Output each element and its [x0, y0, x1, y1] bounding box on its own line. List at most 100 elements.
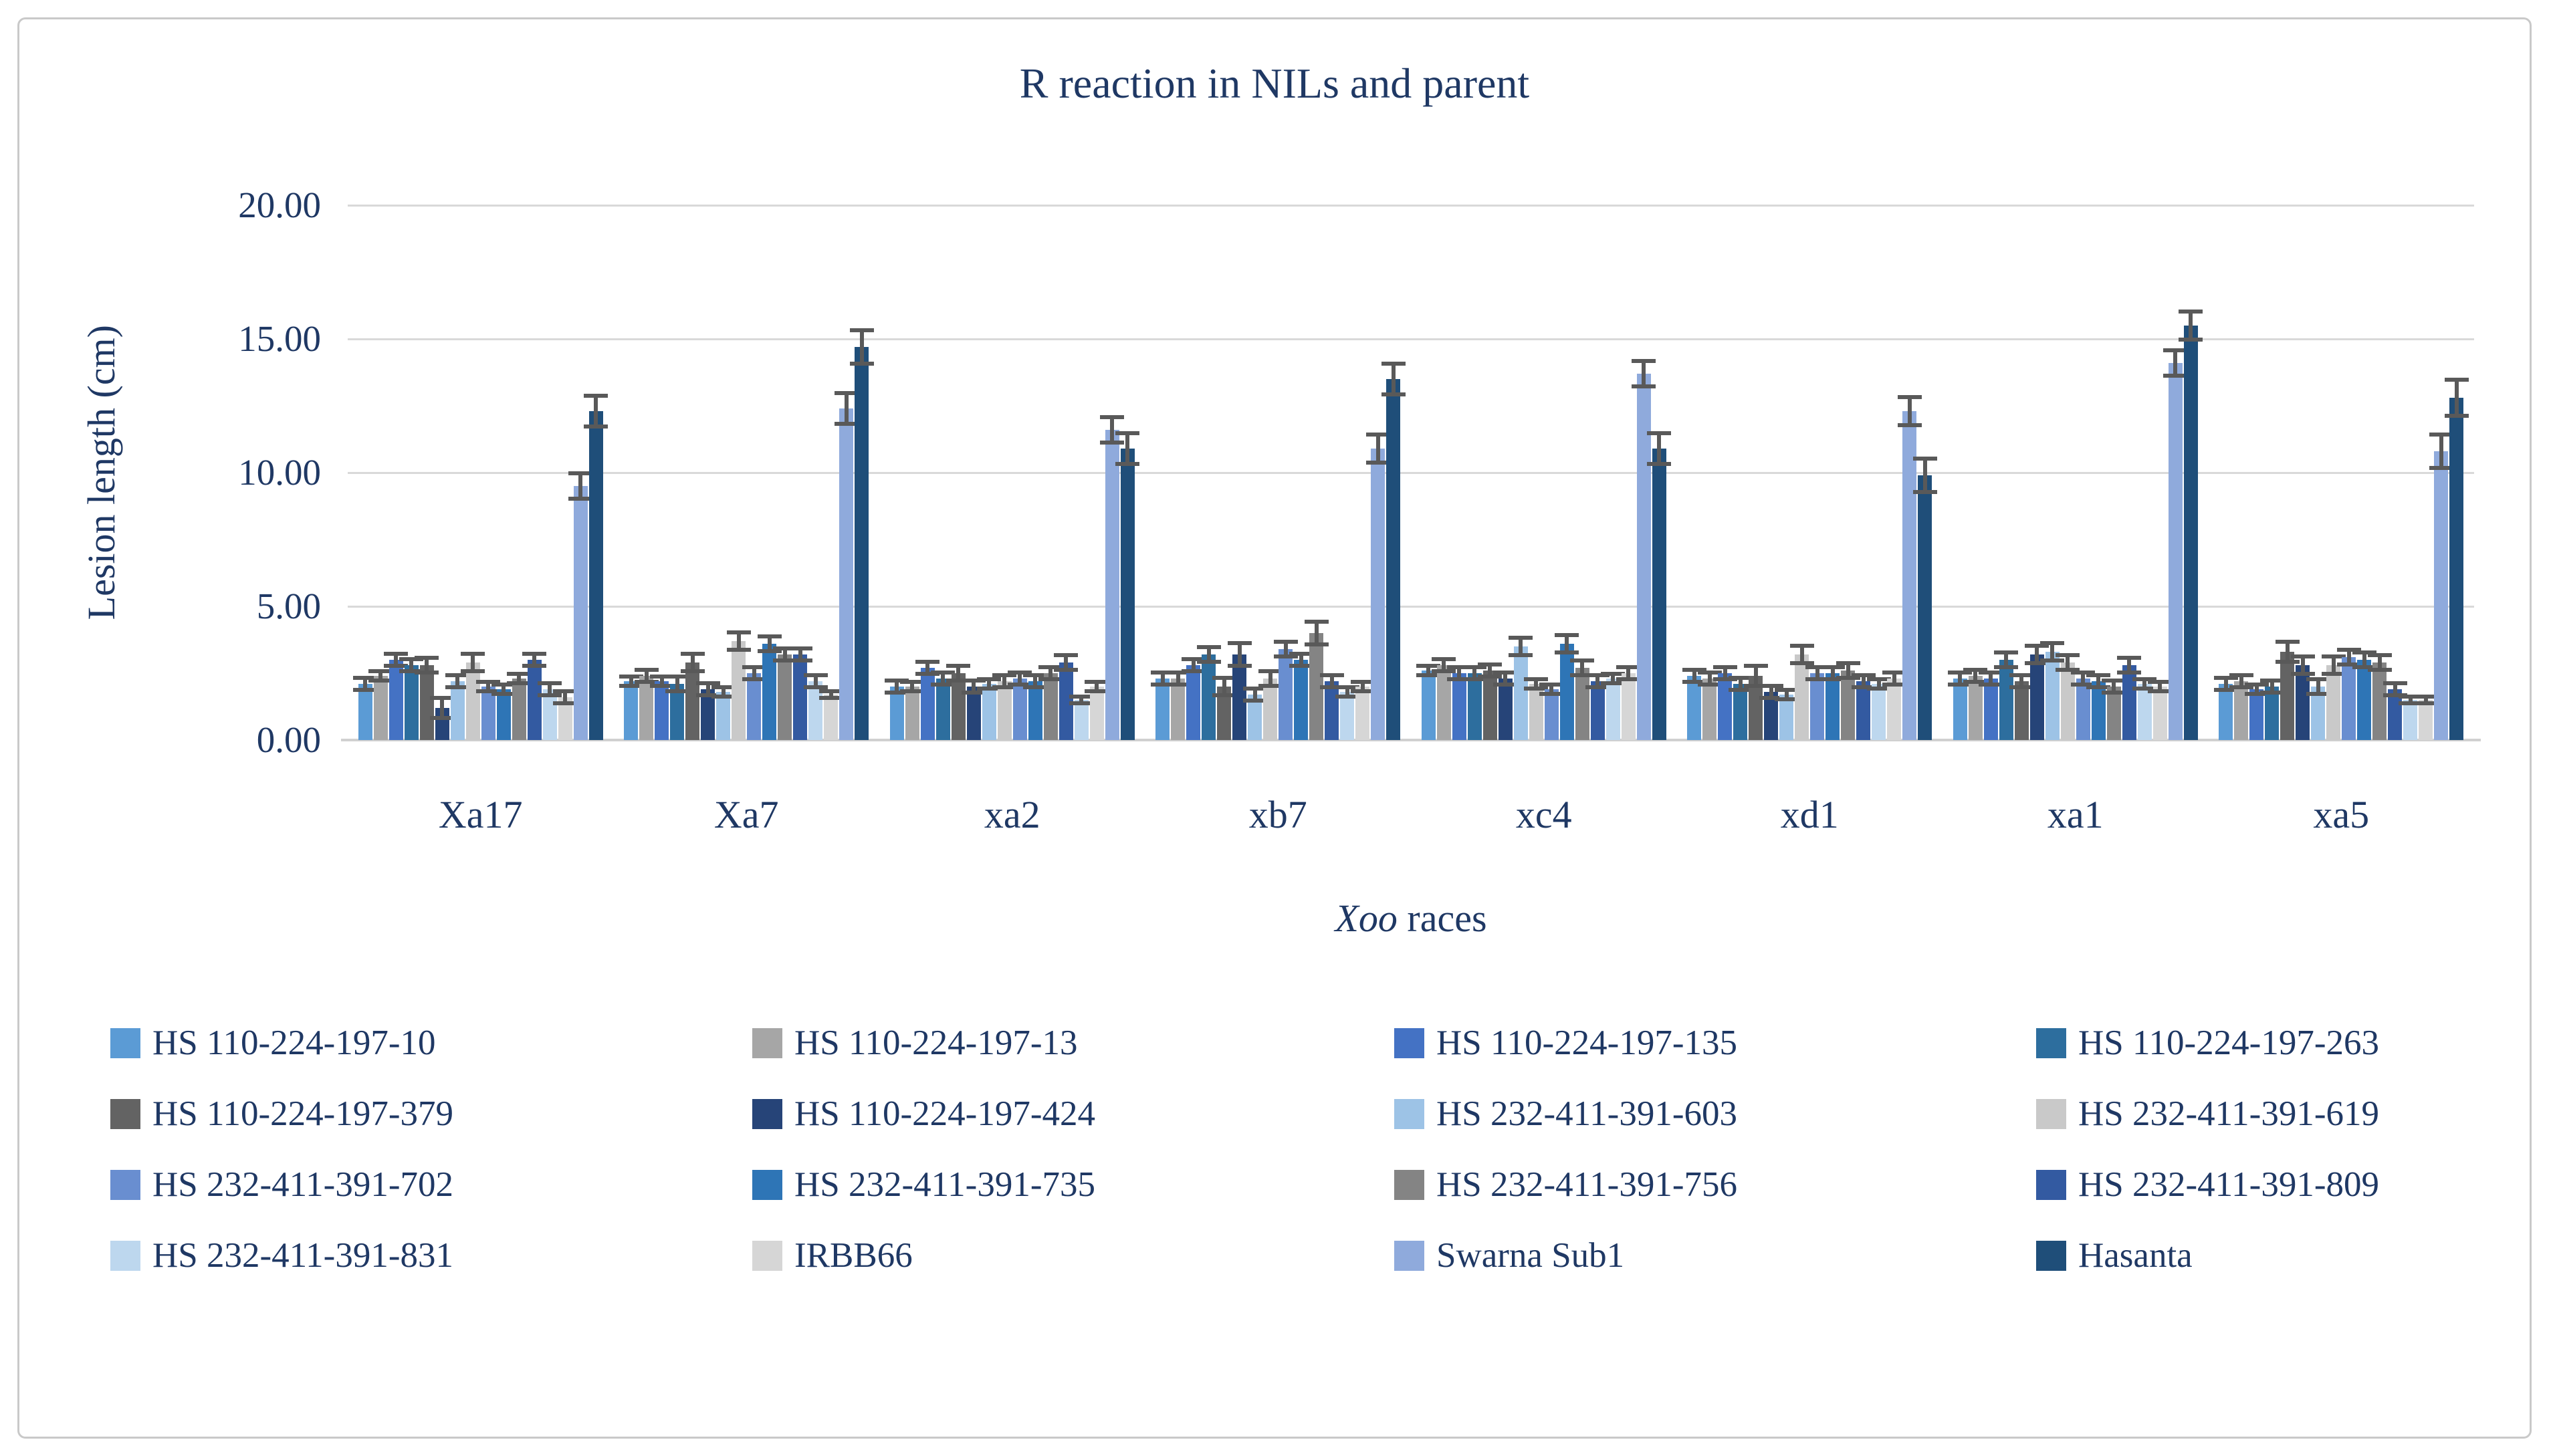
bar-slot	[665, 205, 689, 740]
error-bar-line	[2300, 658, 2305, 672]
x-category-label-Xa17: Xa17	[438, 793, 523, 836]
error-bar-line	[2316, 681, 2320, 692]
error-bar-line	[2423, 699, 2428, 701]
bar-slot	[931, 205, 956, 740]
error-bar	[1897, 395, 1922, 427]
error-bar	[788, 646, 812, 662]
error-bar-line	[2346, 652, 2351, 662]
bar	[1028, 681, 1042, 740]
legend-label: HS 110-224-197-13	[794, 1023, 1078, 1062]
bar	[639, 676, 654, 740]
legend-item: Hasanta	[2036, 1229, 2379, 1282]
legend-item: HS 110-224-197-10	[110, 1016, 752, 1070]
bar	[2357, 660, 2372, 740]
error-bar	[399, 657, 424, 673]
error-bar	[2071, 671, 2096, 687]
bar-slot	[461, 205, 485, 740]
error-bar	[2009, 673, 2034, 689]
bar-slot	[1478, 205, 1503, 740]
error-bar-line	[1160, 675, 1165, 683]
error-bar	[1432, 657, 1456, 673]
legend-swatch-icon	[2036, 1098, 2066, 1129]
error-bar	[1912, 457, 1937, 494]
error-bar-line	[956, 668, 961, 679]
error-bar	[803, 673, 828, 689]
x-category-label-xa2: xa2	[984, 793, 1040, 836]
bar-slot	[788, 205, 812, 740]
bar	[1202, 654, 1216, 740]
bar-slot	[900, 205, 925, 740]
bar	[1263, 679, 1278, 740]
bar	[1590, 681, 1605, 740]
legend-swatch-icon	[110, 1240, 140, 1271]
bar-chart-plot-area	[341, 205, 2481, 741]
error-bar	[1242, 687, 1267, 703]
error-bar-line	[1958, 675, 1963, 683]
error-bar-line	[1595, 677, 1600, 685]
error-bar-line	[1738, 680, 1743, 688]
error-bar	[2040, 641, 2065, 662]
bar	[1294, 660, 1309, 740]
error-bar-line	[941, 675, 946, 683]
error-bar	[2306, 677, 2330, 696]
bar	[465, 662, 480, 740]
legend-item: HS 232-411-391-809	[2036, 1158, 2379, 1211]
bar	[1452, 673, 1466, 740]
error-bar	[2102, 679, 2126, 695]
x-category-label-xa1: xa1	[2047, 793, 2104, 836]
error-bar	[665, 675, 689, 693]
error-bar	[834, 391, 859, 426]
error-bar	[2117, 656, 2142, 675]
gridline	[348, 606, 2474, 608]
error-bar-line	[2454, 382, 2459, 414]
bar	[839, 408, 854, 740]
error-bar	[1728, 676, 1753, 692]
bar-slot	[1166, 205, 1190, 740]
legend-item: HS 110-224-197-424	[752, 1087, 1394, 1140]
error-bar	[1304, 620, 1329, 646]
bar-slot	[1196, 205, 1221, 740]
error-bar	[1836, 661, 1860, 680]
error-bar-line	[1799, 648, 1804, 661]
chart-title: R reaction in NILs and parent	[1019, 59, 1530, 107]
bar	[2234, 681, 2249, 740]
legend-label: HS 110-224-197-135	[1436, 1023, 1737, 1062]
bar	[1513, 646, 1528, 740]
bar-slot	[2025, 205, 2049, 740]
error-bar-line	[1973, 672, 1978, 680]
bar-slot	[399, 205, 424, 740]
bar-slot	[1539, 205, 1564, 740]
error-bar	[2213, 676, 2238, 692]
bar-slot	[634, 205, 659, 740]
bar	[1559, 644, 1574, 740]
error-bar	[2367, 653, 2392, 672]
bar-slot	[1462, 205, 1487, 740]
bar-slot	[430, 205, 455, 740]
x-category-label-Xa7: Xa7	[713, 793, 779, 836]
bar-slot	[1647, 205, 1672, 740]
bar	[935, 679, 950, 740]
bar	[2168, 363, 2183, 740]
bar	[2106, 687, 2121, 740]
legend-item: HS 232-411-391-603	[1394, 1087, 2036, 1140]
error-bar-line	[1345, 689, 1349, 695]
bar-slot	[742, 205, 766, 740]
bar	[512, 679, 526, 740]
bar	[2014, 681, 2029, 740]
bar	[1482, 671, 1497, 740]
bar-slot	[1319, 205, 1344, 740]
legend-label: HS 232-411-391-702	[152, 1165, 453, 1204]
error-bar	[1227, 641, 1252, 668]
error-bar	[946, 664, 971, 683]
bar	[762, 644, 777, 740]
bar	[1155, 679, 1170, 740]
bar-group-xa2	[879, 205, 1145, 740]
error-bar	[2321, 654, 2346, 676]
bar-slot	[1682, 205, 1706, 740]
y-tick-label: 0.00	[256, 719, 321, 760]
error-bar	[1258, 669, 1283, 688]
bar-slot	[619, 205, 643, 740]
bar-slot	[1555, 205, 1579, 740]
bar	[1467, 673, 1482, 740]
legend-swatch-icon	[2036, 1027, 2066, 1058]
